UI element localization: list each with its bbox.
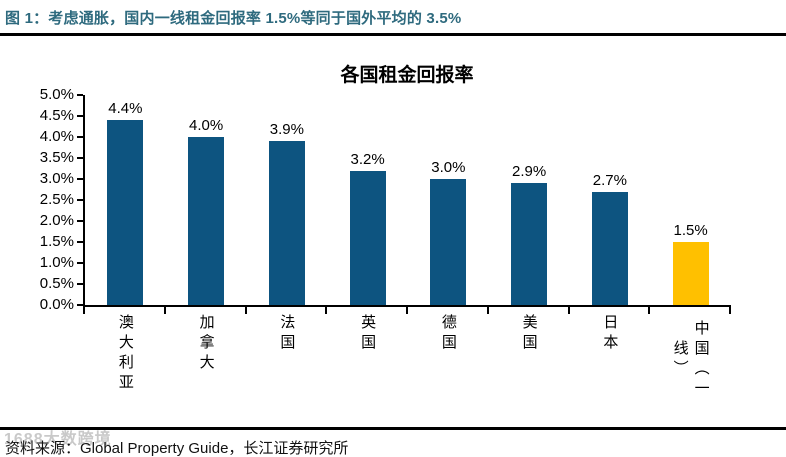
x-category-cell: 中国（一线） <box>650 314 731 406</box>
bar <box>107 120 144 305</box>
x-axis-tick <box>729 307 731 314</box>
y-tick-label: 4.0% <box>39 128 74 145</box>
y-axis-tick <box>77 220 83 222</box>
y-tick-label: 1.0% <box>39 254 74 271</box>
y-axis-tick <box>77 262 83 264</box>
x-category-cell: 美国 <box>489 314 570 406</box>
x-axis-tick <box>486 307 489 314</box>
bar-value-label: 3.2% <box>350 150 385 168</box>
y-tick-label: 0.5% <box>39 275 74 292</box>
y-axis-tick <box>77 115 83 117</box>
x-axis-tick <box>244 307 247 314</box>
bar <box>511 183 548 305</box>
bar-column: 3.2% <box>327 151 408 305</box>
x-category-label: 中国（一线） <box>671 320 710 400</box>
x-category-cell: 加拿大 <box>166 314 247 406</box>
y-tick-label: 0.0% <box>39 296 74 313</box>
bar-value-label: 3.9% <box>269 121 304 139</box>
bar-value-label: 2.9% <box>512 163 547 181</box>
y-axis-tick <box>77 178 83 180</box>
bar-column: 4.4% <box>85 100 166 305</box>
bar-column: 1.5% <box>650 222 731 305</box>
y-tick-label: 4.5% <box>39 107 74 124</box>
x-category-cell: 法国 <box>247 314 328 406</box>
bar-column: 2.7% <box>570 172 651 305</box>
x-category-label: 法国 <box>278 314 296 354</box>
x-category-cell: 日本 <box>570 314 651 406</box>
x-category-cell: 德国 <box>408 314 489 406</box>
bar-value-label: 4.0% <box>189 117 224 134</box>
y-axis-tick <box>77 157 83 159</box>
x-category-label: 加拿大 <box>197 314 215 374</box>
x-axis-tick <box>567 307 570 314</box>
bar <box>672 242 709 305</box>
x-category-cell: 英国 <box>327 314 408 406</box>
bar <box>430 179 467 305</box>
bar <box>188 137 225 305</box>
bar <box>268 141 305 305</box>
bottom-divider <box>0 427 786 430</box>
plot-area: 4.4% 4.0% 3.9% 3.2% 3.0% 2.9% 2.7% 1.5% <box>83 95 731 307</box>
y-axis-tick <box>77 304 83 306</box>
bar-value-label: 4.4% <box>108 100 143 118</box>
x-category-label: 澳大利亚 <box>116 314 134 394</box>
y-tick-label: 3.0% <box>39 170 74 187</box>
top-divider <box>0 33 786 36</box>
y-tick-label: 3.5% <box>39 149 74 166</box>
bars-row: 4.4% 4.0% 3.9% 3.2% 3.0% 2.9% 2.7% 1.5% <box>85 95 731 305</box>
bar-value-label: 1.5% <box>673 222 708 239</box>
bar <box>349 170 386 305</box>
x-axis-tick <box>325 307 328 314</box>
bar-column: 2.9% <box>489 163 570 305</box>
y-tick-label: 1.5% <box>39 233 74 250</box>
y-tick-label: 2.0% <box>39 212 74 229</box>
x-category-cell: 澳大利亚 <box>85 314 166 406</box>
x-axis-tick <box>648 307 651 314</box>
x-axis-tick <box>83 307 85 314</box>
chart-title: 各国租金回报率 <box>340 65 474 86</box>
x-category-label: 日本 <box>601 314 619 354</box>
y-axis-labels: 5.0% 4.5% 4.0% 3.5% 3.0% 2.5% 2.0% 1.5% 1.0% 0.5%… <box>0 86 74 313</box>
x-axis-tick <box>406 307 408 314</box>
bar-value-label: 2.7% <box>592 171 627 189</box>
bar-column: 3.0% <box>408 159 489 305</box>
bar-column: 4.0% <box>166 117 247 305</box>
x-category-label: 德国 <box>439 314 457 354</box>
bar-column: 3.9% <box>247 121 328 305</box>
bar <box>591 191 628 305</box>
y-axis-tick <box>77 283 83 285</box>
source-text: 资料来源：Global Property Guide，长江证券研究所 <box>5 440 349 457</box>
x-category-label: 英国 <box>359 314 377 354</box>
x-category-label: 美国 <box>520 314 538 354</box>
y-axis-tick <box>77 241 83 243</box>
bar-value-label: 3.0% <box>431 159 466 176</box>
x-axis-tick <box>163 307 166 314</box>
y-tick-label: 2.5% <box>39 191 74 208</box>
y-axis-tick <box>77 199 83 201</box>
x-axis-labels: 澳大利亚 加拿大 法国 英国 德国 美国 日本 中国（一线） <box>85 314 731 406</box>
y-tick-label: 5.0% <box>39 86 74 103</box>
y-axis-tick <box>77 136 83 138</box>
figure-caption: 图 1：考虑通胀，国内一线租金回报率 1.5%等同于国外平均的 3.5% <box>5 10 462 27</box>
y-axis-tick <box>77 94 83 96</box>
